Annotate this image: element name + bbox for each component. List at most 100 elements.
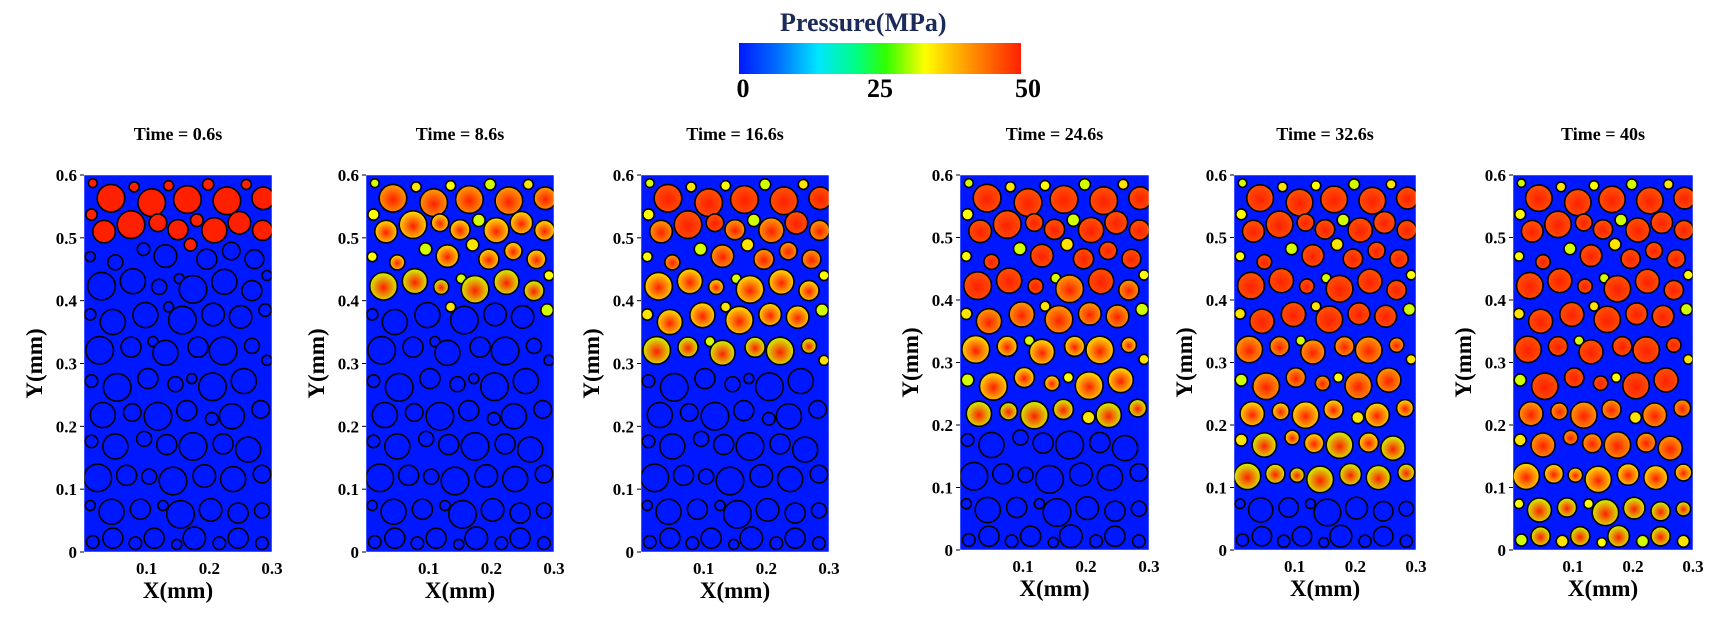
particle: [1072, 247, 1095, 270]
panel-title: Time = 40s: [1561, 124, 1645, 144]
particle: [152, 339, 179, 367]
particle: [1236, 271, 1266, 300]
particle: [465, 237, 480, 252]
particle: [784, 502, 806, 524]
particle: [414, 301, 441, 329]
x-tick-label: 0.2: [1622, 557, 1643, 576]
particle: [129, 498, 152, 521]
particle: [1068, 462, 1094, 487]
particle: [1543, 463, 1565, 485]
particle: [642, 208, 655, 222]
particle: [765, 336, 795, 366]
particle: [1314, 218, 1336, 240]
particle: [543, 269, 554, 282]
particle: [1280, 301, 1307, 328]
particle: [818, 269, 829, 282]
particle: [116, 210, 146, 240]
particle: [1237, 178, 1248, 189]
particle: [84, 499, 97, 512]
particle: [1399, 534, 1414, 549]
particle: [1358, 186, 1387, 215]
particle: [389, 254, 406, 271]
particle: [1077, 216, 1105, 244]
particle: [512, 367, 540, 395]
particle: [87, 177, 98, 189]
particle: [178, 431, 208, 462]
particle: [1657, 435, 1683, 461]
particle: [1104, 210, 1129, 235]
particle: [404, 402, 424, 423]
particle: [775, 402, 803, 430]
x-axis-label: X(mm): [425, 578, 495, 603]
particle: [677, 336, 699, 358]
particle: [1530, 525, 1552, 547]
y-tick-label: 0.6: [613, 166, 634, 185]
particle: [1388, 336, 1405, 354]
particle: [1012, 429, 1029, 446]
y-axis-label: Y(mm): [1451, 327, 1476, 397]
particle: [1138, 269, 1149, 281]
particle: [201, 302, 226, 327]
y-tick-label: 0: [351, 543, 360, 562]
particle: [1319, 185, 1349, 214]
particle: [641, 434, 656, 449]
particle: [102, 372, 132, 402]
colorbar-title: Pressure(MPa): [780, 8, 947, 37]
particle: [380, 498, 407, 526]
particle: [204, 411, 219, 426]
particle: [173, 272, 186, 285]
particle: [818, 354, 829, 367]
particle: [467, 372, 480, 385]
y-tick-label: 0.5: [1485, 229, 1506, 248]
particle: [1017, 466, 1034, 484]
colorbar-tick-max: 50: [1015, 74, 1041, 103]
particle: [86, 271, 117, 301]
particle: [140, 468, 158, 485]
particle: [1234, 250, 1246, 262]
particle: [1264, 463, 1286, 485]
x-tick-label: 0.2: [199, 559, 220, 578]
particle: [961, 334, 991, 365]
y-tick-label: 0: [69, 543, 78, 562]
particle: [1235, 208, 1248, 221]
particle: [119, 267, 147, 295]
particle: [730, 272, 743, 285]
particle: [974, 496, 1002, 524]
particle: [454, 184, 484, 215]
particle: [1622, 496, 1646, 520]
particle: [252, 464, 272, 484]
particle: [523, 279, 545, 302]
y-tick-label: 0.5: [56, 229, 77, 248]
particle: [89, 401, 117, 429]
x-tick-label: 0.2: [1075, 557, 1096, 576]
particle: [659, 372, 689, 402]
particle: [1577, 278, 1594, 295]
particle: [1063, 335, 1086, 358]
plot-frame: [1512, 174, 1694, 551]
particle: [241, 279, 263, 302]
particle: [397, 464, 420, 487]
x-axis-label: X(mm): [700, 578, 770, 603]
particle: [212, 536, 227, 551]
particle: [533, 219, 554, 242]
particle: [147, 335, 159, 348]
particle: [178, 274, 208, 304]
panel-4: Time = 24.6s 0 0.1 0.2 0.3 0.4 0.5 0.6 0.1 0.2 0.3…: [898, 124, 1160, 601]
particle: [1650, 525, 1672, 547]
particle: [1234, 433, 1249, 447]
particle: [719, 179, 732, 192]
particle: [128, 181, 140, 193]
colorbar-tick-mid: 25: [867, 74, 893, 103]
particle: [1078, 177, 1092, 191]
particle: [1032, 432, 1055, 455]
particle: [1338, 462, 1363, 487]
particle: [1234, 462, 1262, 491]
particle: [1634, 268, 1661, 295]
particle: [84, 463, 113, 493]
y-tick-label: 0.2: [932, 416, 953, 435]
particle: [1584, 465, 1613, 494]
particle: [1336, 213, 1351, 227]
particle: [1044, 304, 1074, 335]
y-tick-label: 0.3: [338, 355, 359, 374]
particle: [1563, 367, 1585, 388]
